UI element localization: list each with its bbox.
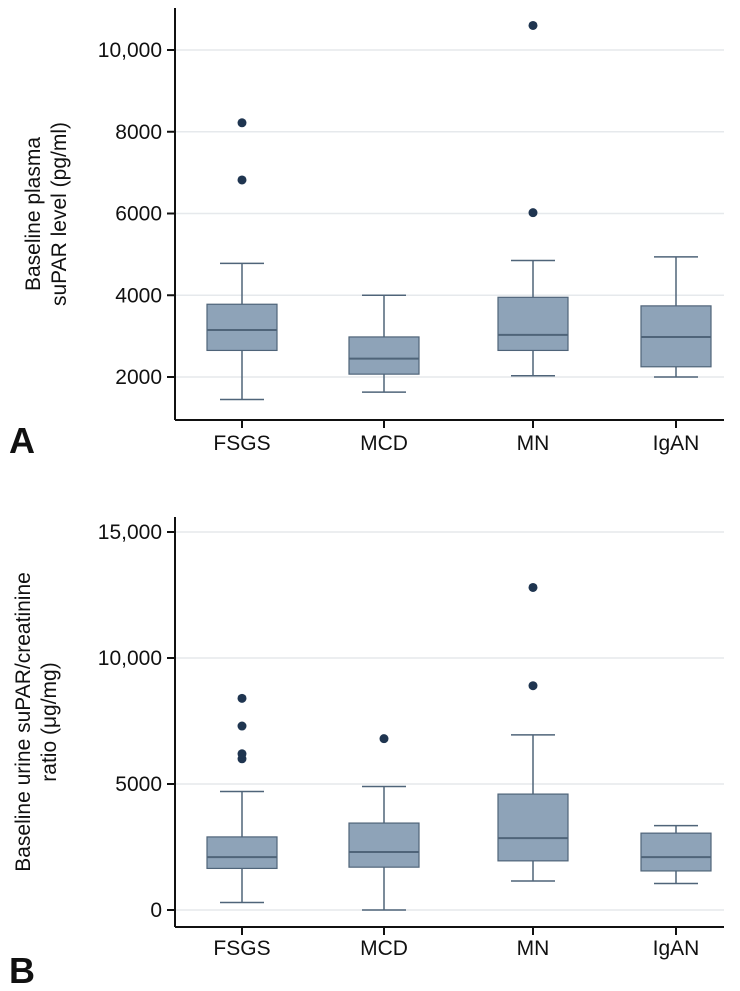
panel-label: A (9, 420, 35, 461)
outlier-point (237, 175, 247, 185)
panel-label: B (9, 950, 35, 991)
x-tick-label: IgAN (653, 432, 700, 455)
y-tick-label: 0 (150, 899, 162, 922)
iqr-box (348, 822, 420, 868)
panel-a: FSGS MCD MN IgAN 2000 4000 6000 8000 10,000 Basel… (9, 8, 724, 461)
y-tick-label: 10,000 (98, 39, 162, 62)
box-mcd (348, 294, 420, 393)
outlier-point (528, 582, 538, 592)
iqr-box (640, 832, 712, 872)
y-axis-label-line: Baseline plasma (22, 137, 45, 291)
x-tick-label: MCD (360, 432, 408, 455)
x-tick-label: MN (517, 432, 550, 455)
x-tick-label: MN (517, 937, 550, 960)
x-tick-label: FSGS (213, 937, 270, 960)
outlier-point (379, 734, 389, 744)
iqr-box (497, 793, 569, 862)
y-tick-label: 8000 (115, 121, 162, 144)
y-axis-label-line: Baseline urine suPAR/creatinine (12, 572, 35, 872)
y-axis-label: Baseline urine suPAR/creatinine ratio (μg… (12, 572, 61, 872)
y-tick-label: 15,000 (98, 521, 162, 544)
outlier-point (528, 20, 538, 30)
box-fsgs (206, 118, 278, 401)
box-mn (497, 582, 569, 882)
iqr-box (206, 836, 278, 870)
outlier-point (237, 721, 247, 731)
panel-b: FSGS MCD MN IgAN 0 5000 10,000 15,000 Baseline u… (9, 517, 724, 991)
y-tick-label: 2000 (115, 366, 162, 389)
y-tick-label: 6000 (115, 203, 162, 226)
iqr-box (348, 336, 420, 375)
y-axis-label: Baseline plasma suPAR level (pg/ml) (22, 122, 71, 306)
iqr-box (497, 296, 569, 352)
x-tick-label: FSGS (213, 432, 270, 455)
outlier-point (528, 681, 538, 691)
outlier-point (528, 208, 538, 218)
y-tick-label: 5000 (115, 773, 162, 796)
x-tick-label: MCD (360, 937, 408, 960)
box-mn (497, 20, 569, 377)
y-tick-label: 10,000 (98, 647, 162, 670)
outlier-point (237, 749, 247, 759)
box-fsgs (206, 693, 278, 904)
box-igan (640, 256, 712, 378)
box-igan (640, 824, 712, 885)
box-mcd (348, 734, 420, 911)
y-tick-label: 4000 (115, 284, 162, 307)
y-axis-label-line: ratio (μg/mg) (38, 662, 61, 781)
outlier-point (237, 118, 247, 128)
x-tick-label: IgAN (653, 937, 700, 960)
y-axis-label-line: suPAR level (pg/ml) (48, 122, 71, 306)
iqr-box (206, 303, 278, 352)
outlier-point (237, 693, 247, 703)
